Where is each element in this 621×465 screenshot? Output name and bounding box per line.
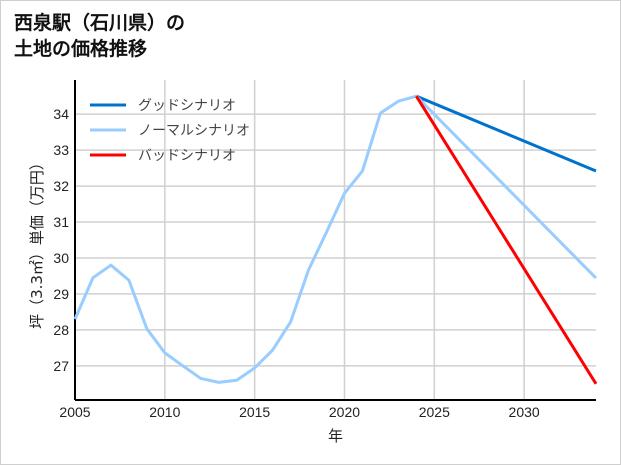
y-tick-label: 34 bbox=[53, 106, 69, 122]
x-tick-label: 2005 bbox=[59, 404, 90, 420]
y-tick-label: 28 bbox=[53, 322, 69, 338]
series-line-2 bbox=[415, 95, 598, 385]
y-tick-label: 30 bbox=[53, 250, 69, 266]
x-axis-label: 年 bbox=[328, 427, 343, 445]
legend-label-2: バッドシナリオ bbox=[138, 148, 236, 164]
title-line-1: 西泉駅（石川県）の bbox=[14, 12, 186, 34]
legend-label-1: ノーマルシナリオ bbox=[138, 123, 250, 139]
y-tick-label: 31 bbox=[53, 214, 69, 230]
series-line-1 bbox=[73, 94, 598, 384]
chart-title: 西泉駅（石川県）の 土地の価格推移 bbox=[14, 10, 185, 62]
legend-label-0: グッドシナリオ bbox=[138, 98, 236, 114]
series-line-0 bbox=[415, 94, 597, 173]
y-axis-label: 坪（3.3㎡）単価（万円） bbox=[28, 155, 46, 329]
x-tick-label: 2025 bbox=[419, 404, 450, 420]
x-tick-label: 2020 bbox=[329, 404, 360, 420]
y-tick-label: 32 bbox=[53, 178, 69, 194]
x-tick-label: 2015 bbox=[239, 404, 270, 420]
y-tick-label: 33 bbox=[53, 142, 69, 158]
x-tick-label: 2030 bbox=[509, 404, 540, 420]
x-tick-label: 2010 bbox=[149, 404, 180, 420]
y-tick-label: 27 bbox=[53, 358, 69, 374]
title-line-2: 土地の価格推移 bbox=[14, 38, 148, 60]
y-tick-label: 29 bbox=[53, 286, 69, 302]
